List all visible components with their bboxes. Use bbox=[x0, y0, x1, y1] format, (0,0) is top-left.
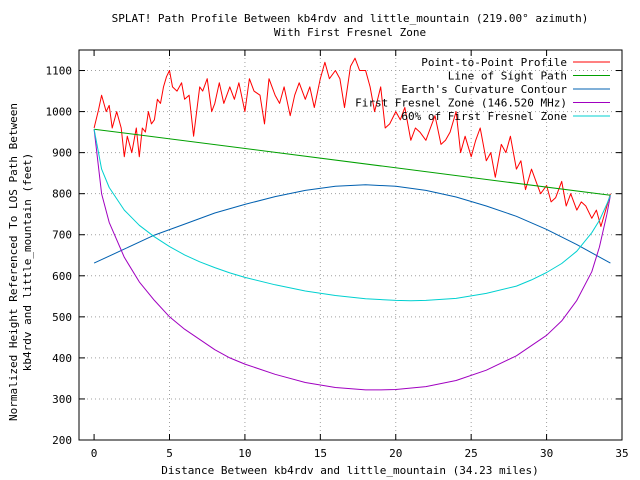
series-line-3 bbox=[93, 129, 611, 391]
x-tick-label: 20 bbox=[389, 447, 402, 460]
x-tick-label: 0 bbox=[91, 447, 98, 460]
y-tick-label: 800 bbox=[52, 188, 72, 201]
legend-label-4: 60% of First Fresnel Zone bbox=[401, 110, 567, 123]
data-series bbox=[93, 57, 611, 391]
x-tick-label: 5 bbox=[166, 447, 173, 460]
y-tick-label: 900 bbox=[52, 147, 72, 160]
plot-frame bbox=[78, 49, 623, 441]
y-tick-label: 200 bbox=[52, 434, 72, 447]
y-tick-label: 600 bbox=[52, 270, 72, 283]
x-tick-label: 10 bbox=[238, 447, 251, 460]
x-tick-label: 15 bbox=[314, 447, 327, 460]
axis-ticks: 0 5 10 15 20 25 30 35 200 300 400 500 600 700 800 900 10… bbox=[46, 50, 629, 460]
x-tick-label: 25 bbox=[465, 447, 478, 460]
y-tick-label: 700 bbox=[52, 229, 72, 242]
y-tick-label: 400 bbox=[52, 352, 72, 365]
legend-label-1: Line of Sight Path bbox=[448, 70, 567, 83]
y-tick-label: 300 bbox=[52, 393, 72, 406]
y-tick-label: 1100 bbox=[46, 65, 73, 78]
series-line-1 bbox=[94, 128, 611, 196]
series-line-2 bbox=[93, 184, 611, 264]
y-axis-label-line-1: Normalized Height Referenced To LOS Path… bbox=[7, 103, 20, 421]
x-tick-label: 30 bbox=[540, 447, 553, 460]
y-tick-label: 1000 bbox=[46, 106, 73, 119]
x-tick-label: 35 bbox=[615, 447, 628, 460]
chart-title-line-2: With First Fresnel Zone bbox=[274, 26, 426, 39]
y-axis-label-line-2: kb4rdv and little_mountain (feet) bbox=[21, 153, 34, 372]
legend-label-3: First Fresnel Zone (146.520 MHz) bbox=[355, 97, 567, 110]
y-tick-label: 500 bbox=[52, 311, 72, 324]
legend-label-2: Earth's Curvature Contour bbox=[401, 83, 567, 96]
chart-title-line-1: SPLAT! Path Profile Between kb4rdv and l… bbox=[112, 12, 589, 25]
series-line-0 bbox=[93, 57, 611, 227]
series-line-4 bbox=[93, 129, 611, 302]
legend-label-0: Point-to-Point Profile bbox=[421, 56, 567, 69]
x-axis-label: Distance Between kb4rdv and little_mount… bbox=[161, 464, 539, 477]
